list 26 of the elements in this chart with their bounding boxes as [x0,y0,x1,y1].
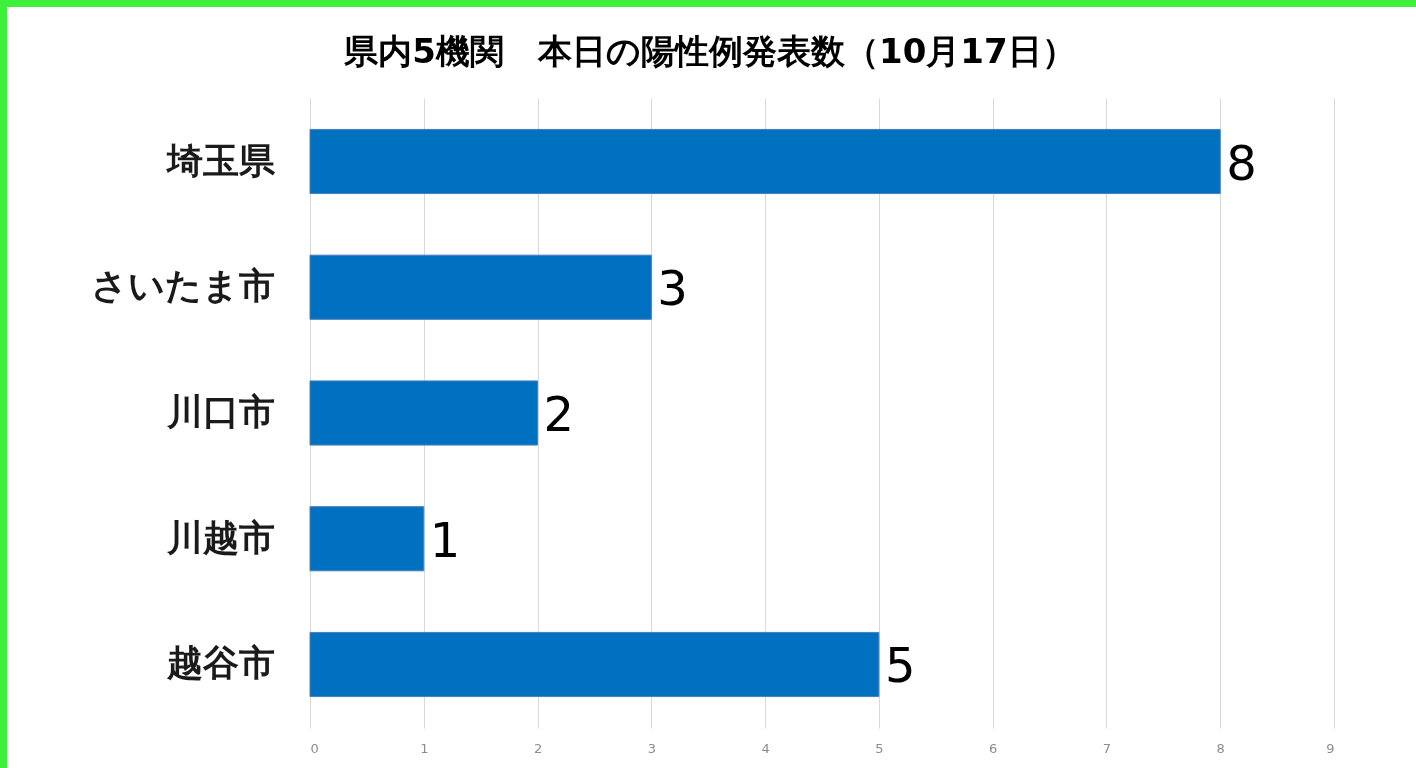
x-tick-label: 4 [761,740,770,756]
bar [309,506,425,572]
x-tick-label: 7 [1102,740,1112,756]
data-label: 3 [657,260,688,317]
y-tick-label: 埼玉県 [164,139,276,181]
y-tick-label: 越谷市 [165,642,275,684]
data-label: 8 [1226,134,1257,191]
x-tick-label: 2 [533,740,543,756]
y-tick-label: さいたま市 [90,265,275,307]
x-tick-label: 1 [420,740,429,756]
y-tick-label: 川口市 [165,391,275,432]
data-label: 5 [884,637,916,694]
x-tick-label: 3 [647,740,656,756]
y-tick-label: 川越市 [165,516,275,558]
x-tick-label: 9 [1326,740,1335,756]
x-tick-label: 8 [1216,740,1225,756]
bar [309,128,1221,195]
data-label: 2 [543,386,575,442]
x-tick-label: 0 [310,740,319,756]
chart-title: 県内5機関 本日の陽性例発表数（10月17日） [343,31,1076,71]
bar [309,254,652,320]
bar [309,380,539,446]
data-label: 1 [429,511,461,568]
x-tick-label: 6 [989,740,998,756]
bar [309,631,880,698]
x-tick-label: 5 [875,740,884,756]
